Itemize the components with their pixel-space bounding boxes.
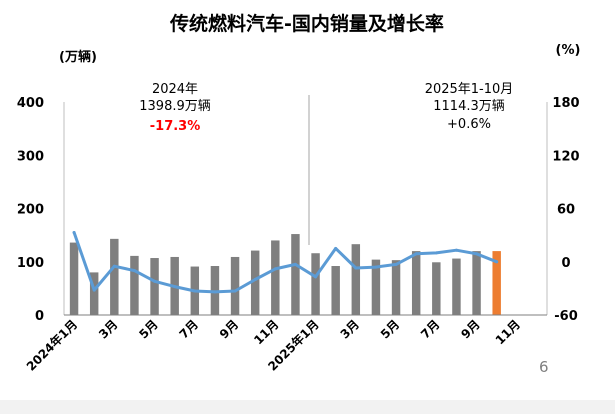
sales-bar xyxy=(331,266,340,315)
growth-point xyxy=(454,248,458,252)
left-tick-label: 400 xyxy=(17,96,44,111)
x-tick-label: 11月 xyxy=(493,317,523,347)
footer-bar xyxy=(0,400,615,414)
sales-bar xyxy=(472,251,481,315)
growth-point xyxy=(153,279,157,283)
sales-bar xyxy=(432,262,441,315)
left-tick-label: 200 xyxy=(17,203,44,218)
sales-bar xyxy=(89,272,99,315)
x-tick-label: 5月 xyxy=(136,317,160,341)
annotation-2024-sales: 1398.9万辆 xyxy=(139,99,211,114)
right-tick-label: 120 xyxy=(552,149,579,164)
sales-bar xyxy=(110,238,119,315)
growth-point xyxy=(293,262,297,266)
right-tick-label: 60 xyxy=(557,203,575,218)
sales-bar-highlight xyxy=(492,251,501,315)
annotation-2025-period: 2025年1-10月 xyxy=(425,82,514,97)
right-tick-label: 180 xyxy=(552,96,579,111)
right-tick-label: -60 xyxy=(554,309,578,324)
annotation-2024-change: -17.3% xyxy=(150,119,201,134)
annotation-2024: 2024年 1398.9万辆 -17.3% xyxy=(139,82,211,134)
growth-point xyxy=(334,246,338,250)
sales-bar xyxy=(291,234,300,315)
x-tick-label: 9月 xyxy=(217,317,241,341)
x-tick-label: 5月 xyxy=(378,317,402,341)
growth-point xyxy=(132,269,136,273)
annotation-2024-year: 2024年 xyxy=(152,82,198,97)
growth-point xyxy=(374,265,378,269)
annotation-2025: 2025年1-10月 1114.3万辆 +0.6% xyxy=(425,82,514,132)
growth-point xyxy=(193,289,197,293)
page-number: 6 xyxy=(539,358,549,376)
annotation-2025-change: +0.6% xyxy=(447,117,491,132)
annotation-2025-sales: 1114.3万辆 xyxy=(433,99,505,114)
x-tick-label: 3月 xyxy=(96,317,120,341)
chart-title: 传统燃料汽车-国内销量及增长率 xyxy=(169,12,444,35)
growth-point xyxy=(112,264,116,268)
growth-point xyxy=(213,290,217,294)
right-axis-unit: (%) xyxy=(556,43,581,58)
sales-bar xyxy=(69,242,79,315)
sales-bar xyxy=(271,240,280,315)
left-axis-unit: (万辆) xyxy=(59,49,97,65)
growth-point xyxy=(72,230,76,234)
sales-bar xyxy=(250,250,260,315)
growth-point xyxy=(394,262,398,266)
x-tick-label: 9月 xyxy=(458,317,482,341)
x-tick-label: 3月 xyxy=(338,317,362,341)
growth-point xyxy=(253,278,257,281)
sales-bar xyxy=(371,259,381,315)
growth-point xyxy=(495,260,499,264)
growth-point xyxy=(414,252,418,256)
x-tick-label: 11月 xyxy=(251,317,281,347)
sales-bar xyxy=(150,258,159,315)
x-tick-label: 7月 xyxy=(418,317,442,341)
growth-point xyxy=(233,289,237,293)
sales-bar xyxy=(230,256,240,315)
growth-point xyxy=(314,275,318,279)
sales-bar xyxy=(351,244,361,315)
sales-bar xyxy=(130,255,139,315)
growth-point xyxy=(92,288,96,292)
growth-point xyxy=(173,285,177,289)
growth-point xyxy=(434,251,438,255)
left-tick-label: 300 xyxy=(17,149,44,164)
left-tick-label: 0 xyxy=(35,309,44,324)
sales-bar xyxy=(311,253,320,315)
x-tick-label: 2024年1月 xyxy=(23,317,80,374)
sales-bar xyxy=(452,258,461,315)
growth-point xyxy=(273,267,277,271)
left-tick-label: 100 xyxy=(17,256,44,271)
sales-bar xyxy=(411,251,421,315)
growth-point xyxy=(475,252,479,256)
sales-bar xyxy=(391,260,401,315)
right-tick-label: 0 xyxy=(561,256,570,271)
x-tick-label: 7月 xyxy=(177,317,201,341)
growth-line xyxy=(72,231,499,294)
growth-point xyxy=(354,266,358,270)
